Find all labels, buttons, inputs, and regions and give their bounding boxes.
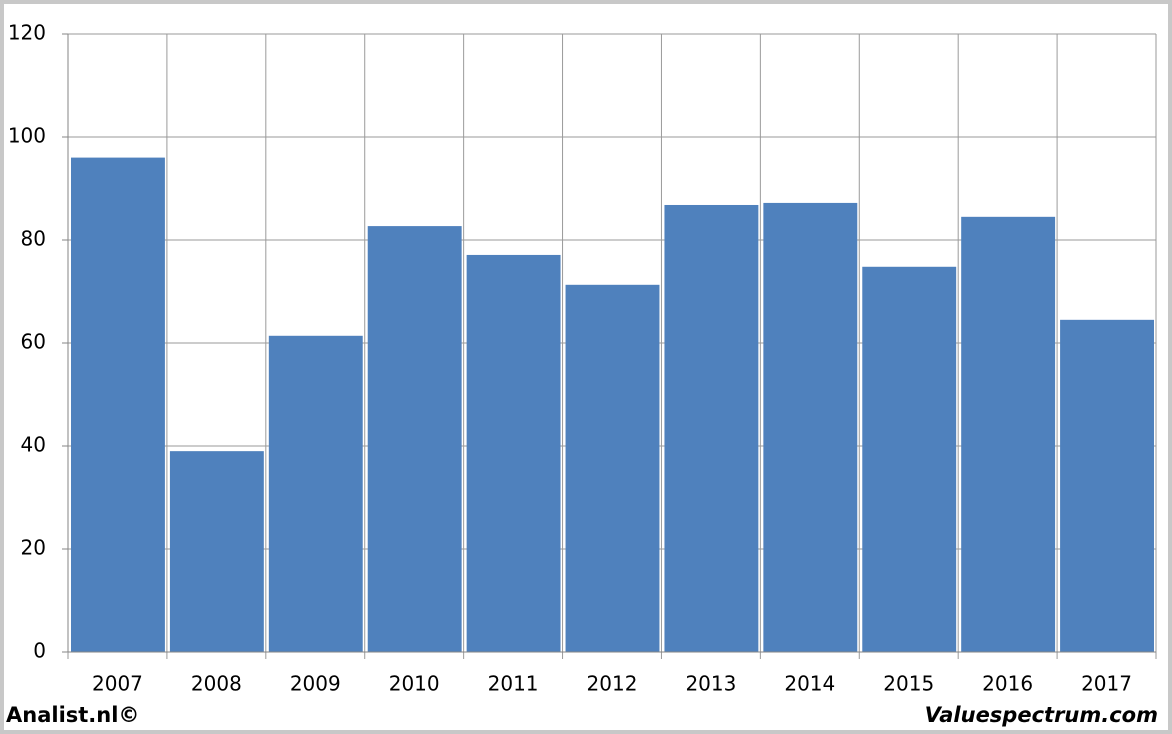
footer-left: Analist.nl© bbox=[6, 703, 139, 727]
y-tick-label: 40 bbox=[21, 433, 46, 457]
x-tick-label: 2009 bbox=[290, 672, 341, 696]
y-tick-label: 120 bbox=[8, 21, 46, 45]
y-tick-label: 20 bbox=[21, 536, 46, 560]
bar bbox=[565, 284, 660, 652]
bar bbox=[169, 451, 264, 652]
x-tick-label: 2015 bbox=[883, 672, 934, 696]
bar bbox=[1060, 319, 1154, 652]
bar bbox=[71, 157, 165, 652]
bar bbox=[862, 266, 957, 652]
x-tick-label: 2011 bbox=[488, 672, 539, 696]
bar bbox=[466, 254, 561, 652]
x-tick-label: 2014 bbox=[784, 672, 835, 696]
bar bbox=[367, 226, 462, 652]
footer-right: Valuespectrum.com bbox=[925, 703, 1158, 727]
x-tick-label: 2016 bbox=[982, 672, 1033, 696]
y-tick-label: 100 bbox=[8, 124, 46, 148]
x-tick-label: 2010 bbox=[389, 672, 440, 696]
bar bbox=[961, 216, 1056, 652]
y-tick-label: 60 bbox=[21, 330, 46, 354]
bar bbox=[664, 204, 759, 653]
x-tick-label: 2007 bbox=[92, 672, 143, 696]
x-tick-label: 2012 bbox=[587, 672, 638, 696]
x-tick-label: 2013 bbox=[685, 672, 736, 696]
bar bbox=[763, 202, 858, 653]
x-tick-label: 2008 bbox=[191, 672, 242, 696]
x-tick-label: 2017 bbox=[1081, 672, 1132, 696]
bar bbox=[268, 335, 363, 652]
y-tick-label: 0 bbox=[33, 639, 46, 663]
y-tick-label: 80 bbox=[21, 227, 46, 251]
